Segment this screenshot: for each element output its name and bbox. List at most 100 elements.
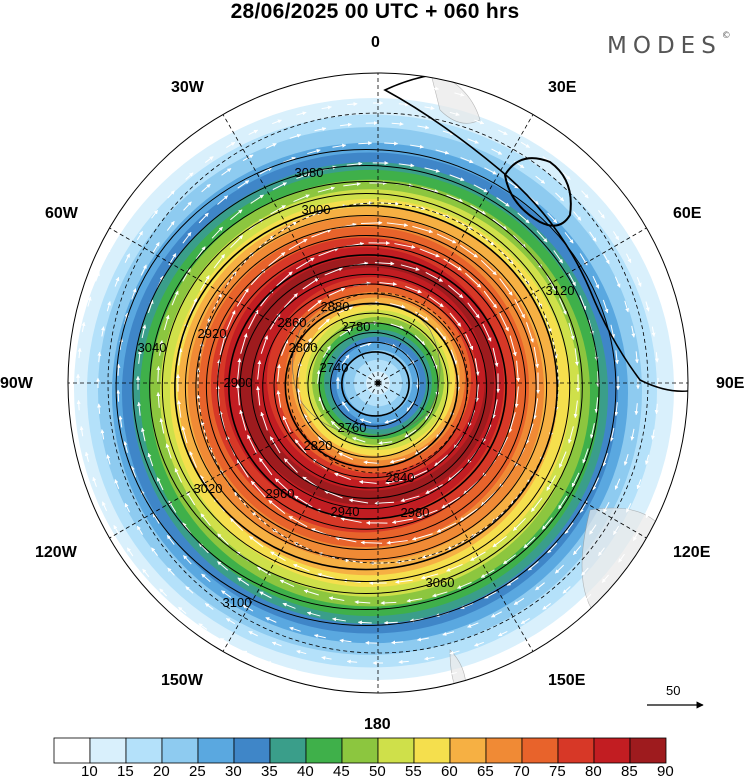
wind-arrow-422 <box>491 148 503 155</box>
meridian-11 <box>222 114 379 384</box>
wind-arrow-257 <box>559 298 567 315</box>
colorbar-swatch-14 <box>557 737 595 764</box>
wind-arrow-56 <box>280 339 289 356</box>
wind-arrow-552 <box>299 89 310 94</box>
wind-arrow-72 <box>425 484 443 494</box>
wind-arrow-156 <box>288 238 308 251</box>
wind-arrow-506 <box>645 508 651 519</box>
wind-arrow-488 <box>449 111 460 116</box>
wind-arrow-237 <box>178 347 183 366</box>
wind-arrow-371 <box>634 403 639 416</box>
wind-arrow-463 <box>124 502 131 513</box>
wind-arrow-360 <box>460 157 474 164</box>
wind-arrow-384 <box>416 637 429 642</box>
wind-arrow-374 <box>614 478 621 490</box>
wind-arrow-329 <box>332 617 346 622</box>
australia-land <box>581 507 671 621</box>
wind-arrow-262 <box>582 448 589 464</box>
wind-arrow-314 <box>614 402 619 417</box>
wind-arrow-430 <box>624 300 630 313</box>
wind-arrow-572 <box>675 355 680 367</box>
contour-4 <box>296 312 449 458</box>
wind-arrow-428 <box>603 253 610 265</box>
wind-arrow-83 <box>260 335 269 354</box>
wind-arrow-561 <box>526 122 536 129</box>
wind-arrow-93 <box>467 302 480 319</box>
wind-arrow-63 <box>429 296 444 308</box>
wind-arrow-76 <box>324 490 343 499</box>
wind-arrow-414 <box>289 133 302 139</box>
wind-arrow-264 <box>558 495 568 510</box>
wind-arrow-496 <box>613 231 620 241</box>
wind-arrow-457 <box>226 618 236 625</box>
wind-arrow-569 <box>659 279 664 290</box>
wind-arrow-307 <box>553 250 563 264</box>
colorbar-tick-35: 35 <box>261 763 278 780</box>
wind-arrow-470 <box>101 326 105 337</box>
wind-arrow-81 <box>256 386 261 406</box>
wind-arrow-482 <box>296 111 307 116</box>
wind-arrow-394 <box>183 555 192 565</box>
south-pole-marker <box>375 380 381 386</box>
wind-arrow-22 <box>414 334 426 346</box>
wind-arrow-382 <box>467 622 479 628</box>
wind-arrow-411 <box>221 168 232 176</box>
colorbar-swatch-2 <box>125 737 163 764</box>
colorbar-swatch-7 <box>305 737 343 764</box>
wind-arrow-140 <box>360 540 383 545</box>
contour-7 <box>262 283 478 489</box>
wind-arrow-266 <box>523 536 536 549</box>
contour-label-2980: 2980 <box>401 505 430 520</box>
wind-arrow-376 <box>589 524 597 535</box>
wind-arrow-415 <box>314 127 327 132</box>
wind-arrow-364 <box>547 212 558 224</box>
wind-arrow-406 <box>140 264 147 276</box>
wind-arrow-193 <box>212 293 222 312</box>
colorbar-swatch-1 <box>89 737 127 764</box>
wind-arrow-86 <box>302 277 319 290</box>
contour-label-3080: 3080 <box>295 165 324 180</box>
wind-arrow-122 <box>394 243 416 249</box>
wind-arrow-316 <box>602 453 609 467</box>
wind-arrow-450 <box>398 659 409 664</box>
wind-arrow-4 <box>341 401 350 412</box>
wind-arrow-444 <box>542 603 552 610</box>
meridian-7 <box>222 382 379 652</box>
wind-arrow-151 <box>219 334 227 356</box>
wind-arrow-389 <box>289 626 301 632</box>
wind-arrow-345 <box>147 299 154 313</box>
wind-arrow-508 <box>618 553 625 563</box>
wind-arrow-442 <box>581 567 589 576</box>
wind-arrow-75 <box>348 498 369 504</box>
wind-arrow-523 <box>266 661 277 666</box>
wind-arrow-558 <box>454 92 465 97</box>
wind-arrow-114 <box>240 333 248 354</box>
wind-arrow-197 <box>279 221 298 233</box>
wind-arrow-383 <box>442 631 455 636</box>
wind-arrow-274 <box>328 596 345 602</box>
wind-arrow-270 <box>432 591 448 598</box>
wind-arrow-421 <box>467 138 479 144</box>
colorbar-tick-70: 70 <box>513 763 530 780</box>
wind-arrow-320 <box>547 542 558 554</box>
wind-arrow-438 <box>636 479 642 490</box>
wind-arrow-548 <box>204 131 214 139</box>
wind-arrow-222 <box>421 573 439 580</box>
wind-arrow-145 <box>250 480 266 498</box>
wind-arrow-517 <box>420 677 432 682</box>
wind-arrow-390 <box>265 617 277 623</box>
contour-5 <box>284 302 459 469</box>
wind-arrow-471 <box>106 301 111 312</box>
wind-arrow-131 <box>532 398 539 420</box>
lon-label-120w: 120W <box>35 544 77 561</box>
wind-arrow-511 <box>563 611 573 619</box>
wind-arrow-85 <box>283 293 298 308</box>
wind-arrow-525 <box>220 637 230 644</box>
wind-arrow-512 <box>542 627 552 635</box>
wind-arrow-419 <box>417 125 430 130</box>
wind-arrow-505 <box>656 484 661 495</box>
wind-arrow-240 <box>200 275 210 291</box>
wind-arrow-564 <box>588 169 597 178</box>
wind-arrow-219 <box>492 536 507 548</box>
wind-arrow-396 <box>152 513 160 524</box>
